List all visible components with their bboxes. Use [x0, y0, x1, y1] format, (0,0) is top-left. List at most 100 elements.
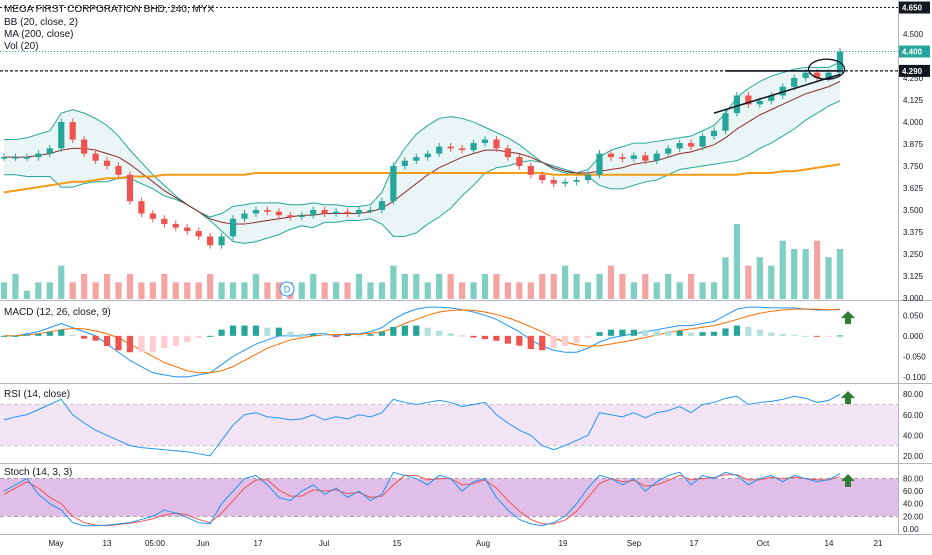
time-tick-label: 17: [254, 539, 263, 548]
volume-bar: [207, 274, 214, 299]
volume-bar: [310, 274, 317, 299]
macd-histogram-bar: [642, 330, 649, 336]
candle-body: [401, 160, 408, 166]
macd-histogram-bar: [401, 325, 408, 336]
legend-stoch[interactable]: Stoch (14, 3, 3): [4, 467, 73, 478]
time-tick-label: Jul: [319, 539, 329, 548]
candle-body: [35, 153, 42, 158]
macd-histogram-bar: [275, 327, 282, 336]
bollinger-band-fill: [4, 62, 840, 244]
volume-bar: [504, 282, 511, 299]
legend-ma[interactable]: MA (200, close): [4, 29, 74, 40]
stoch-tick-label: 20.00: [903, 512, 924, 521]
macd-histogram-bar: [344, 335, 351, 337]
volume-bar: [688, 274, 695, 299]
volume-bar: [0, 282, 8, 299]
macd-histogram-bar: [791, 334, 798, 336]
macd-histogram-bar: [35, 333, 42, 336]
macd-histogram-bar: [195, 335, 202, 338]
macd-histogram-bar: [676, 330, 683, 336]
volume-bar: [733, 224, 741, 299]
candle-body: [184, 227, 191, 232]
legend-macd[interactable]: MACD (12, 26, close, 9): [4, 307, 111, 318]
candle-body: [23, 157, 31, 159]
volume-bar: [584, 282, 592, 299]
volume-bar: [172, 282, 179, 299]
legend-rsi[interactable]: RSI (14, close): [4, 389, 71, 400]
volume-bar: [161, 274, 168, 299]
volume-bar: [401, 274, 408, 299]
rsi-tick-label: 60.00: [903, 411, 924, 420]
candle-body: [287, 215, 294, 218]
candle-body: [46, 148, 53, 154]
volume-bar: [424, 282, 431, 299]
legend-vol[interactable]: Vol (20): [4, 41, 39, 52]
candle-body: [516, 157, 523, 166]
candle-body: [298, 215, 305, 218]
last-price-label-box: [899, 45, 930, 58]
rsi-tick-label: 40.00: [903, 431, 924, 440]
time-tick-label: 14: [825, 539, 834, 548]
candle-body: [722, 113, 729, 131]
macd-histogram-bar: [46, 331, 53, 336]
macd-histogram-bar: [733, 325, 741, 336]
volume-bar: [264, 282, 271, 299]
stoch-d-line: [3, 474, 841, 527]
volume-bar: [241, 282, 248, 299]
candle-body: [688, 143, 695, 147]
price-tick-label: 4.125: [903, 96, 924, 105]
candle-body: [607, 153, 615, 158]
volume-bar: [527, 282, 534, 299]
macd-histogram-bar: [436, 330, 443, 336]
candle-body: [0, 157, 8, 159]
rsi-up-arrow: [841, 391, 855, 404]
volume-bar: [653, 282, 660, 299]
volume-bar: [184, 282, 191, 299]
price-tick-label: 3.250: [903, 250, 924, 259]
macd-histogram-bar: [413, 325, 420, 336]
volume-bar: [539, 274, 546, 299]
candle-body: [562, 181, 569, 184]
dividend-marker: [279, 281, 295, 297]
volume-bar: [791, 249, 798, 299]
candle-body: [310, 209, 317, 216]
volume-bar: [138, 282, 145, 299]
macd-histogram-bar: [745, 326, 752, 336]
macd-histogram-bar: [390, 326, 397, 336]
rsi-tick-label: 20.00: [903, 452, 924, 461]
candle-body: [573, 180, 580, 182]
volume-bar: [46, 282, 53, 299]
candle-body: [653, 153, 660, 161]
candle-body: [527, 165, 534, 175]
macd-histogram-bar: [252, 325, 260, 336]
rsi-line: [3, 393, 841, 457]
volume-bar: [81, 274, 88, 299]
volume-bar: [516, 282, 523, 299]
price-tick-label: 3.875: [903, 140, 924, 149]
macd-histogram-bar: [802, 335, 809, 337]
candle-body: [69, 121, 76, 140]
macd-histogram-bar: [573, 335, 580, 344]
legend-bb[interactable]: BB (20, close, 2): [4, 17, 78, 28]
candle-body: [539, 174, 546, 181]
series-layer: [3, 61, 841, 527]
resistance-price-label-box: [899, 64, 930, 77]
candle-body: [665, 148, 672, 154]
ma200-line: [3, 163, 841, 194]
volume-bar: [813, 240, 821, 299]
macd-tick-label: 0.000: [903, 332, 924, 341]
stoch-tick-label: 80.00: [903, 475, 924, 484]
volume-bar: [573, 274, 580, 299]
candle-body: [619, 157, 626, 159]
volume-bar: [195, 282, 202, 299]
candle-body: [58, 121, 65, 149]
macd-histogram-bar: [321, 334, 328, 336]
candle-body: [436, 146, 443, 154]
time-tick-label: 21: [874, 539, 883, 548]
macd-histogram-bar: [161, 335, 168, 349]
candle-body: [115, 165, 122, 175]
stoch-tick-label: 60.00: [903, 487, 924, 496]
macd-histogram-bar: [458, 335, 466, 337]
macd-histogram-bar: [149, 335, 156, 353]
